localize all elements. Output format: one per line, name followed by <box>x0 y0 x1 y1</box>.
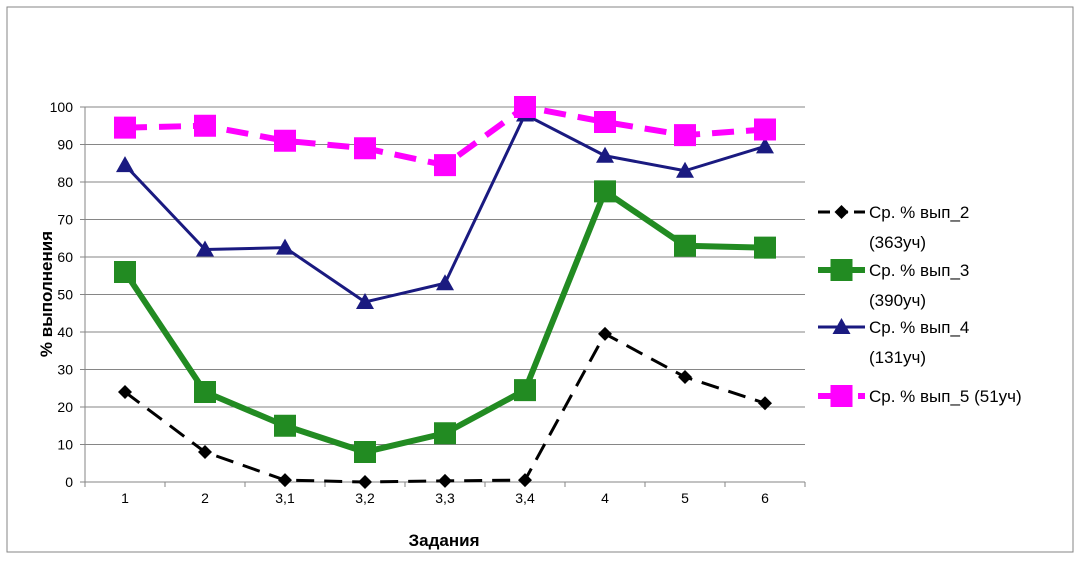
series-lines <box>114 96 776 489</box>
x-tick-label: 3,1 <box>275 490 295 506</box>
data-point <box>756 137 774 154</box>
legend-swatch-marker <box>830 385 853 407</box>
data-point <box>438 473 452 488</box>
data-point <box>118 385 132 399</box>
data-point <box>514 379 536 402</box>
axes: 0 10 20 30 40 50 60 70 80 90 100 1 2 3,1 3,2 3,3 3,4 4 5 6 <box>50 99 806 506</box>
data-point <box>194 381 216 403</box>
series-3 <box>116 105 774 309</box>
x-tick-label: 3,3 <box>435 490 455 506</box>
y-tick-label: 90 <box>57 137 73 153</box>
y-tick-label: 20 <box>57 399 73 415</box>
y-tick-label: 50 <box>57 287 73 303</box>
legend-label: Ср. % вып_3 <box>869 261 969 280</box>
chart-border <box>6 6 1074 553</box>
legend-label: Ср. % вып_5 (51уч) <box>869 387 1022 406</box>
data-point <box>114 116 136 139</box>
y-tick-label: 40 <box>57 324 73 340</box>
legend-swatch-marker <box>834 205 849 219</box>
y-axis-title: % выполнения <box>37 231 56 357</box>
data-point <box>358 475 372 489</box>
data-point <box>598 326 612 341</box>
x-tick-label: 2 <box>201 490 209 506</box>
legend-swatch-marker <box>830 259 853 281</box>
x-tick-label: 5 <box>681 490 689 506</box>
gridlines <box>85 106 805 445</box>
data-point <box>354 441 376 463</box>
legend-label: (363уч) <box>869 233 926 252</box>
data-point <box>434 154 456 177</box>
data-point <box>674 124 696 147</box>
legend-label: Ср. % вып_4 <box>869 318 969 337</box>
legend-label: (390уч) <box>869 291 926 310</box>
data-point <box>354 137 376 160</box>
x-axis-title: Задания <box>409 531 480 550</box>
data-point <box>278 473 292 488</box>
legend-entry-3: Ср. % вып_4 (131уч) <box>818 318 969 367</box>
data-point <box>676 161 694 178</box>
data-point <box>196 240 214 257</box>
x-tick-label: 3,2 <box>355 490 375 506</box>
data-point <box>116 156 134 173</box>
data-point <box>596 146 614 163</box>
data-point <box>754 236 776 259</box>
data-point <box>274 129 296 152</box>
x-tick-label: 3,4 <box>515 490 535 506</box>
series-4 <box>114 96 776 177</box>
legend-swatch-marker <box>832 318 851 334</box>
data-point <box>594 111 616 133</box>
legend-label: Ср. % вып_2 <box>869 203 969 222</box>
legend-entry-4: Ср. % вып_5 (51уч) <box>818 385 1022 407</box>
data-point <box>276 238 294 255</box>
data-point <box>194 114 216 137</box>
y-tick-label: 80 <box>57 174 73 190</box>
data-point <box>518 473 532 488</box>
data-point <box>436 274 454 291</box>
series-2 <box>114 180 776 463</box>
data-point <box>754 118 776 141</box>
x-tick-label: 6 <box>761 490 769 506</box>
data-point <box>514 96 536 118</box>
y-tick-label: 0 <box>65 474 73 490</box>
data-point <box>274 414 296 437</box>
x-tick-label: 4 <box>601 490 609 506</box>
y-tick-label: 70 <box>57 212 73 228</box>
y-tick-label: 30 <box>57 362 73 378</box>
x-tick-label: 1 <box>121 490 129 506</box>
legend-label: (131уч) <box>869 348 926 367</box>
data-point <box>758 396 772 411</box>
y-tick-label: 10 <box>57 437 73 453</box>
legend-entry-1: Ср. % вып_2 (363уч) <box>818 203 969 252</box>
y-tick-label: 60 <box>57 249 73 265</box>
data-point <box>356 293 374 309</box>
data-point <box>198 445 212 459</box>
data-point <box>678 370 692 384</box>
y-tick-label: 100 <box>50 99 74 115</box>
data-point <box>674 234 696 257</box>
data-point <box>114 261 136 283</box>
data-point <box>594 180 616 203</box>
series-1 <box>118 326 772 489</box>
data-point <box>434 422 456 445</box>
legend: Ср. % вып_2(363уч)Ср. % вып_3(390уч)Ср. … <box>818 203 1022 407</box>
legend-entry-2: Ср. % вып_3 (390уч) <box>818 259 969 310</box>
